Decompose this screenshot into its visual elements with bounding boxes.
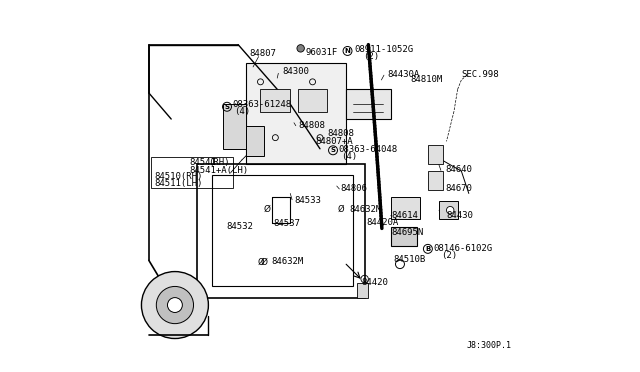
Text: 84807: 84807 (250, 49, 276, 58)
Text: 84537: 84537 (273, 219, 300, 228)
Text: B: B (425, 246, 431, 252)
Bar (428, 145, 443, 164)
Circle shape (168, 298, 182, 312)
Text: 84541: 84541 (189, 158, 216, 167)
Text: 08363-64048: 08363-64048 (339, 145, 397, 154)
Circle shape (297, 45, 305, 52)
Circle shape (156, 286, 193, 324)
Text: 84430A: 84430A (388, 70, 420, 79)
Text: 84632M: 84632M (349, 205, 381, 214)
Bar (298, 89, 328, 112)
Polygon shape (246, 63, 346, 164)
Text: 84420: 84420 (362, 278, 388, 287)
Text: 84695N: 84695N (392, 228, 424, 237)
Text: SEC.998: SEC.998 (461, 70, 499, 79)
Text: 84807+A: 84807+A (316, 137, 353, 146)
Text: 08146-6102G: 08146-6102G (434, 244, 493, 253)
Text: 84808: 84808 (328, 129, 355, 138)
Text: N: N (344, 48, 351, 54)
Text: 96031F: 96031F (306, 48, 338, 57)
Text: 84808: 84808 (298, 121, 325, 130)
Text: Ø: Ø (257, 257, 264, 266)
Bar (346, 89, 390, 119)
Text: 84420A: 84420A (367, 218, 399, 227)
Text: 84614: 84614 (392, 211, 419, 220)
Text: 84510(RH): 84510(RH) (154, 172, 203, 181)
Text: 84632M: 84632M (271, 257, 303, 266)
Text: S: S (225, 104, 230, 110)
Bar (428, 171, 443, 190)
Text: 84670: 84670 (445, 184, 472, 193)
Text: 84532: 84532 (227, 222, 253, 231)
Text: (2): (2) (441, 251, 458, 260)
Text: 84300: 84300 (282, 67, 309, 76)
Text: Ø: Ø (264, 205, 271, 214)
Circle shape (447, 206, 454, 214)
Text: 84511(LH): 84511(LH) (154, 179, 203, 188)
Text: 84806: 84806 (340, 184, 367, 193)
Text: (4): (4) (234, 107, 251, 116)
Text: 08911-1052G: 08911-1052G (354, 45, 413, 54)
Text: 84430: 84430 (447, 211, 474, 220)
Bar (357, 283, 369, 298)
Text: J8:300P.1: J8:300P.1 (467, 341, 512, 350)
Text: 84810M: 84810M (410, 76, 442, 84)
Bar (260, 89, 291, 112)
Text: S: S (330, 147, 335, 153)
Text: (2): (2) (363, 52, 379, 61)
Text: 08363-61248: 08363-61248 (232, 100, 291, 109)
Text: Ø: Ø (338, 205, 344, 214)
Bar (390, 197, 420, 219)
Text: (RH): (RH) (209, 158, 230, 167)
Text: 84640: 84640 (445, 165, 472, 174)
Text: Ø: Ø (260, 257, 268, 266)
Text: (4): (4) (342, 153, 358, 161)
Bar (390, 227, 417, 246)
Circle shape (141, 272, 209, 339)
Bar (439, 201, 458, 219)
Text: 84541+A(LH): 84541+A(LH) (189, 166, 248, 174)
Text: 84510B: 84510B (393, 255, 425, 264)
Bar (246, 126, 264, 156)
Bar (223, 104, 246, 149)
Text: 84533: 84533 (294, 196, 321, 205)
